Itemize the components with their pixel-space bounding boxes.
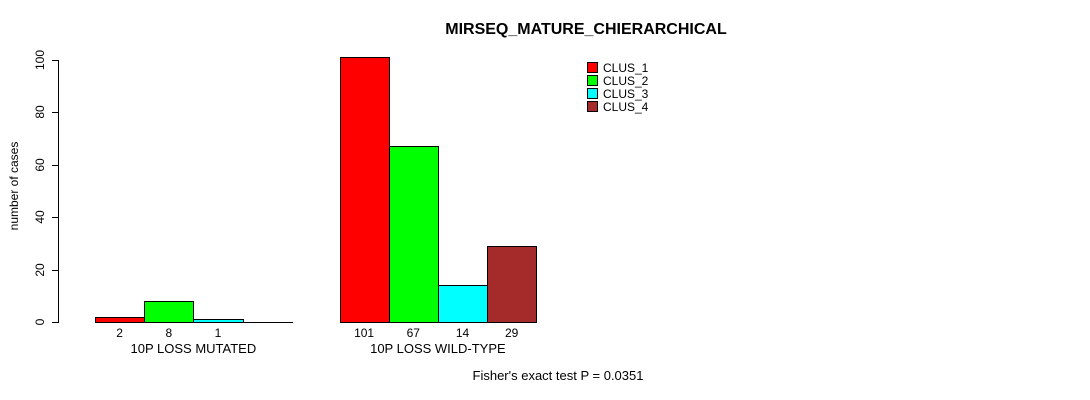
- bar-clus_2: [388, 146, 439, 323]
- bar-clus_3: [437, 285, 489, 323]
- y-axis-tick-label: 80: [33, 105, 47, 119]
- legend-label: CLUS_3: [603, 86, 649, 101]
- y-axis-tick: [52, 165, 58, 166]
- y-axis-tick: [52, 217, 58, 218]
- y-axis-tick-label: 60: [33, 158, 47, 172]
- bar-value-label: 1: [214, 326, 222, 340]
- legend-swatch-icon: [587, 62, 598, 73]
- bar-value-label: 67: [406, 326, 420, 340]
- legend-swatch-icon: [587, 75, 598, 86]
- chart-title: MIRSEQ_MATURE_CHIERARCHICAL: [445, 21, 727, 38]
- legend-item-clus_2: CLUS_2: [587, 73, 649, 88]
- legend-label: CLUS_2: [603, 73, 649, 88]
- bar-clus_1: [95, 317, 146, 323]
- legend-label: CLUS_4: [603, 99, 649, 114]
- legend: CLUS_1 CLUS_2 CLUS_3 CLUS_4: [587, 60, 649, 114]
- bar-value-label: 29: [505, 326, 519, 340]
- group-label: 10P LOSS WILD-TYPE: [370, 341, 506, 356]
- y-axis-tick: [52, 270, 58, 271]
- bar-value-label: 101: [354, 326, 375, 340]
- y-axis-tick-label: 0: [33, 318, 47, 326]
- y-axis-tick-label: 40: [33, 210, 47, 224]
- y-axis-tick: [52, 112, 58, 113]
- group-label: 10P LOSS MUTATED: [130, 341, 257, 356]
- legend-item-clus_3: CLUS_3: [587, 86, 649, 101]
- bar-clus_4-zero: [242, 322, 293, 323]
- fisher-test-note: Fisher's exact test P = 0.0351: [472, 368, 644, 383]
- bar-clus_1: [339, 57, 390, 323]
- bar-clus_3: [193, 319, 244, 323]
- y-axis-title: number of cases: [7, 141, 21, 231]
- y-axis-line: [58, 60, 59, 323]
- y-axis-tick: [52, 322, 58, 323]
- legend-swatch-icon: [587, 88, 598, 99]
- legend-swatch-icon: [587, 101, 598, 112]
- y-axis-tick-label: 20: [33, 263, 47, 277]
- legend-label: CLUS_1: [603, 60, 649, 75]
- legend-item-clus_1: CLUS_1: [587, 60, 649, 75]
- bar-clus_2: [144, 301, 195, 323]
- legend-item-clus_4: CLUS_4: [587, 99, 649, 114]
- bar-value-label: 14: [455, 326, 470, 340]
- bar-value-label: 2: [116, 326, 123, 340]
- y-axis-tick-label: 100: [33, 49, 47, 71]
- bar-value-label: 8: [165, 326, 173, 340]
- y-axis-tick: [52, 60, 58, 61]
- bar-clus_4: [487, 246, 538, 323]
